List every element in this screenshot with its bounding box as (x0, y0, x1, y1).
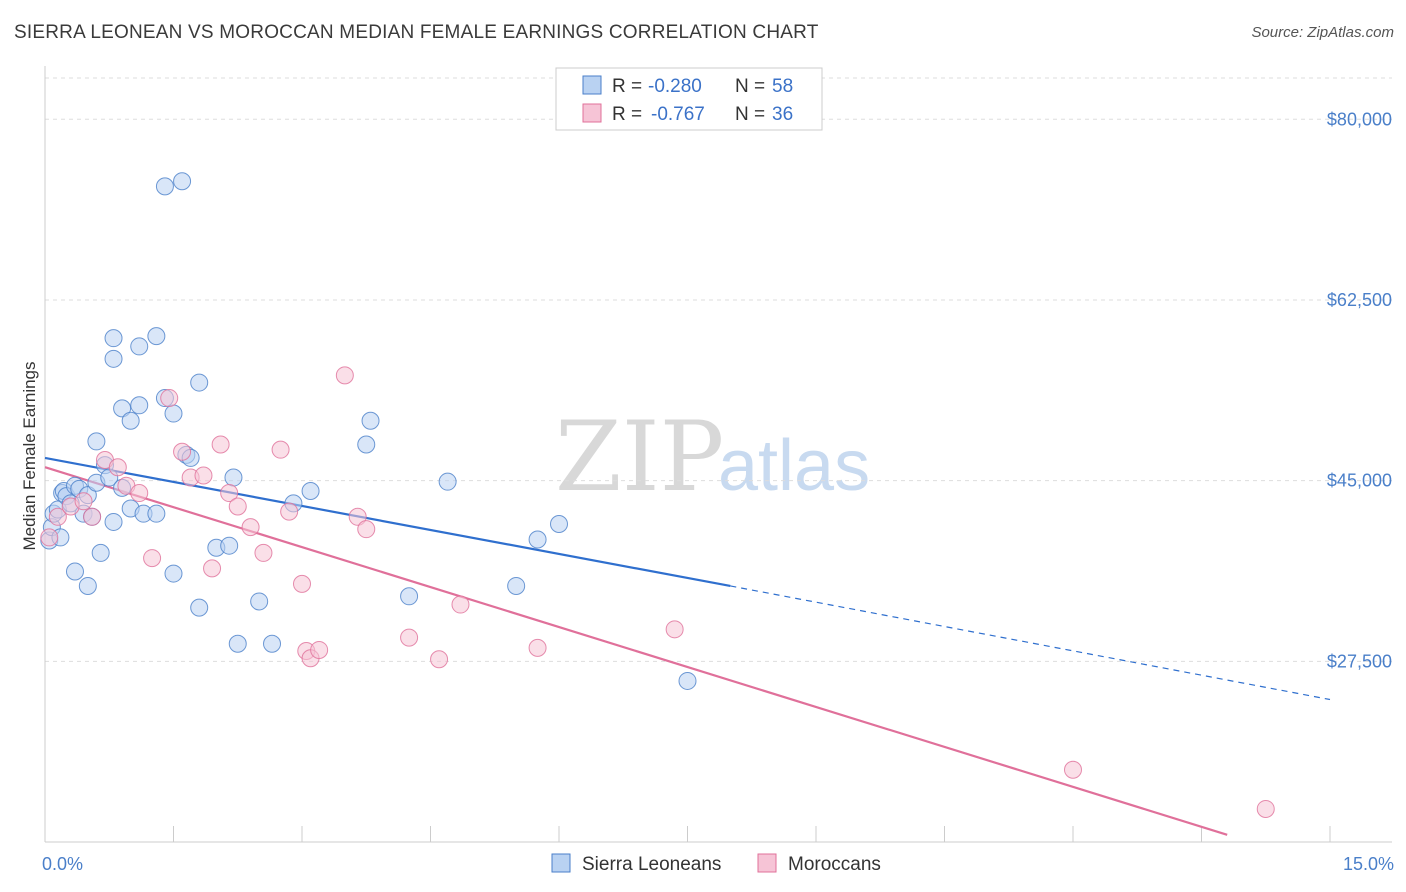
moroccan-point (1256, 799, 1275, 818)
series-legend-swatch-pink (757, 853, 777, 873)
moroccan-point (130, 484, 149, 503)
data-points (40, 172, 1275, 818)
moroccan-point (220, 484, 239, 503)
sierra-leonean-point (361, 411, 380, 430)
watermark-zip: ZIP (555, 401, 724, 513)
sierra-leonean-point (91, 543, 110, 562)
moroccan-point (293, 574, 311, 593)
sierra-leonean-point (263, 634, 282, 653)
legend-n-label-1: N = (735, 76, 765, 97)
sierra-leonean-point (357, 435, 376, 454)
chart-title: SIERRA LEONEAN VS MOROCCAN MEDIAN FEMALE… (14, 22, 819, 43)
moroccan-point (528, 638, 547, 657)
sierra-leonean-point (130, 337, 149, 356)
legend-n-label-2: N = (735, 104, 765, 125)
moroccan-point (203, 559, 222, 578)
moroccan-point (48, 507, 67, 526)
chart-source: Source: ZipAtlas.com (1251, 24, 1394, 41)
sierra-leonean-point (147, 504, 166, 523)
y-tick-label: $62,500 (1327, 290, 1392, 310)
sierra-leonean-point (190, 373, 209, 392)
sierra-leonean-point (220, 536, 239, 555)
sierra-leonean-point (250, 592, 269, 611)
moroccan-point (310, 640, 329, 659)
sierra-leonean-trend-extension (730, 585, 1331, 701)
sierra-leonean-point (87, 432, 106, 451)
sierra-leonean-point (438, 472, 457, 491)
sierra-leonean-point (147, 327, 166, 346)
y-tick-label: $27,500 (1327, 651, 1392, 671)
sierra-leonean-point (65, 562, 84, 581)
moroccan-point (74, 492, 93, 511)
sierra-leonean-point (104, 329, 123, 348)
axes (44, 66, 1392, 843)
moroccan-point (451, 595, 470, 614)
sierra-leonean-trend-line (44, 456, 731, 588)
sierra-leonean-point (104, 512, 123, 531)
series-legend-swatch-blue (551, 853, 571, 873)
sierra-leonean-point (228, 634, 247, 653)
sierra-leonean-point (528, 530, 547, 549)
moroccan-point (194, 466, 213, 485)
moroccan-point (357, 520, 376, 539)
moroccan-point (280, 502, 299, 521)
sierra-leonean-point (113, 399, 132, 418)
sierra-leonean-point (400, 587, 419, 606)
moroccan-trend-line (44, 466, 1228, 836)
sierra-leonean-point (173, 172, 192, 191)
series-legend: Sierra Leoneans Moroccans (551, 853, 881, 875)
series-legend-label-2: Moroccans (788, 854, 881, 875)
legend-r-value-2: -0.767 (651, 104, 705, 125)
moroccan-point (665, 620, 684, 639)
sierra-leonean-point (301, 481, 320, 500)
moroccan-point (1064, 760, 1082, 779)
moroccan-point (335, 366, 354, 385)
moroccan-point (83, 507, 102, 526)
moroccan-point (228, 497, 247, 516)
sierra-leonean-point (190, 598, 209, 617)
sierra-leonean-point (164, 404, 183, 423)
y-tick-label: $45,000 (1327, 471, 1392, 491)
x-tick-label-max: 15.0% (1343, 854, 1394, 874)
sierra-leonean-point (121, 411, 140, 430)
moroccan-point (348, 507, 367, 526)
y-tick-labels: $27,500 $45,000 $62,500 $80,000 (1327, 109, 1392, 671)
legend-n-value-1: 58 (772, 76, 793, 97)
moroccan-point (254, 543, 273, 562)
legend-swatch-pink (582, 103, 602, 123)
moroccan-point (143, 549, 162, 568)
sierra-leonean-point (104, 349, 123, 368)
moroccan-point (400, 628, 419, 647)
y-tick-label: $80,000 (1327, 109, 1392, 129)
correlation-legend: R = -0.280 N = 58 R = -0.767 N = 36 (555, 67, 823, 131)
legend-n-value-2: 36 (772, 104, 793, 125)
y-axis-label: Median Female Earnings (20, 362, 39, 551)
legend-r-value-1: -0.280 (648, 76, 702, 97)
sierra-leonean-point (550, 515, 568, 534)
moroccan-point (108, 458, 127, 477)
x-tick-label-min: 0.0% (42, 854, 83, 874)
sierra-leonean-point (224, 468, 243, 487)
watermark-atlas: atlas (718, 426, 870, 506)
gridlines (45, 77, 1392, 662)
sierra-leonean-point (507, 576, 526, 595)
moroccan-point (211, 435, 230, 454)
legend-swatch-blue (582, 75, 602, 95)
sierra-leonean-point (155, 177, 174, 196)
sierra-leonean-point (678, 671, 697, 690)
series-legend-label-1: Sierra Leoneans (582, 854, 721, 875)
sierra-leonean-point (130, 396, 149, 415)
legend-r-label-2: R = (612, 104, 642, 125)
sierra-leonean-point (164, 564, 183, 583)
moroccan-point (173, 442, 192, 461)
moroccan-point (160, 389, 179, 408)
moroccan-point (40, 528, 59, 547)
moroccan-point (430, 650, 449, 669)
sierra-leonean-point (78, 576, 97, 595)
moroccan-point (271, 440, 290, 459)
legend-r-label-1: R = (612, 76, 642, 97)
moroccan-point (241, 518, 260, 537)
